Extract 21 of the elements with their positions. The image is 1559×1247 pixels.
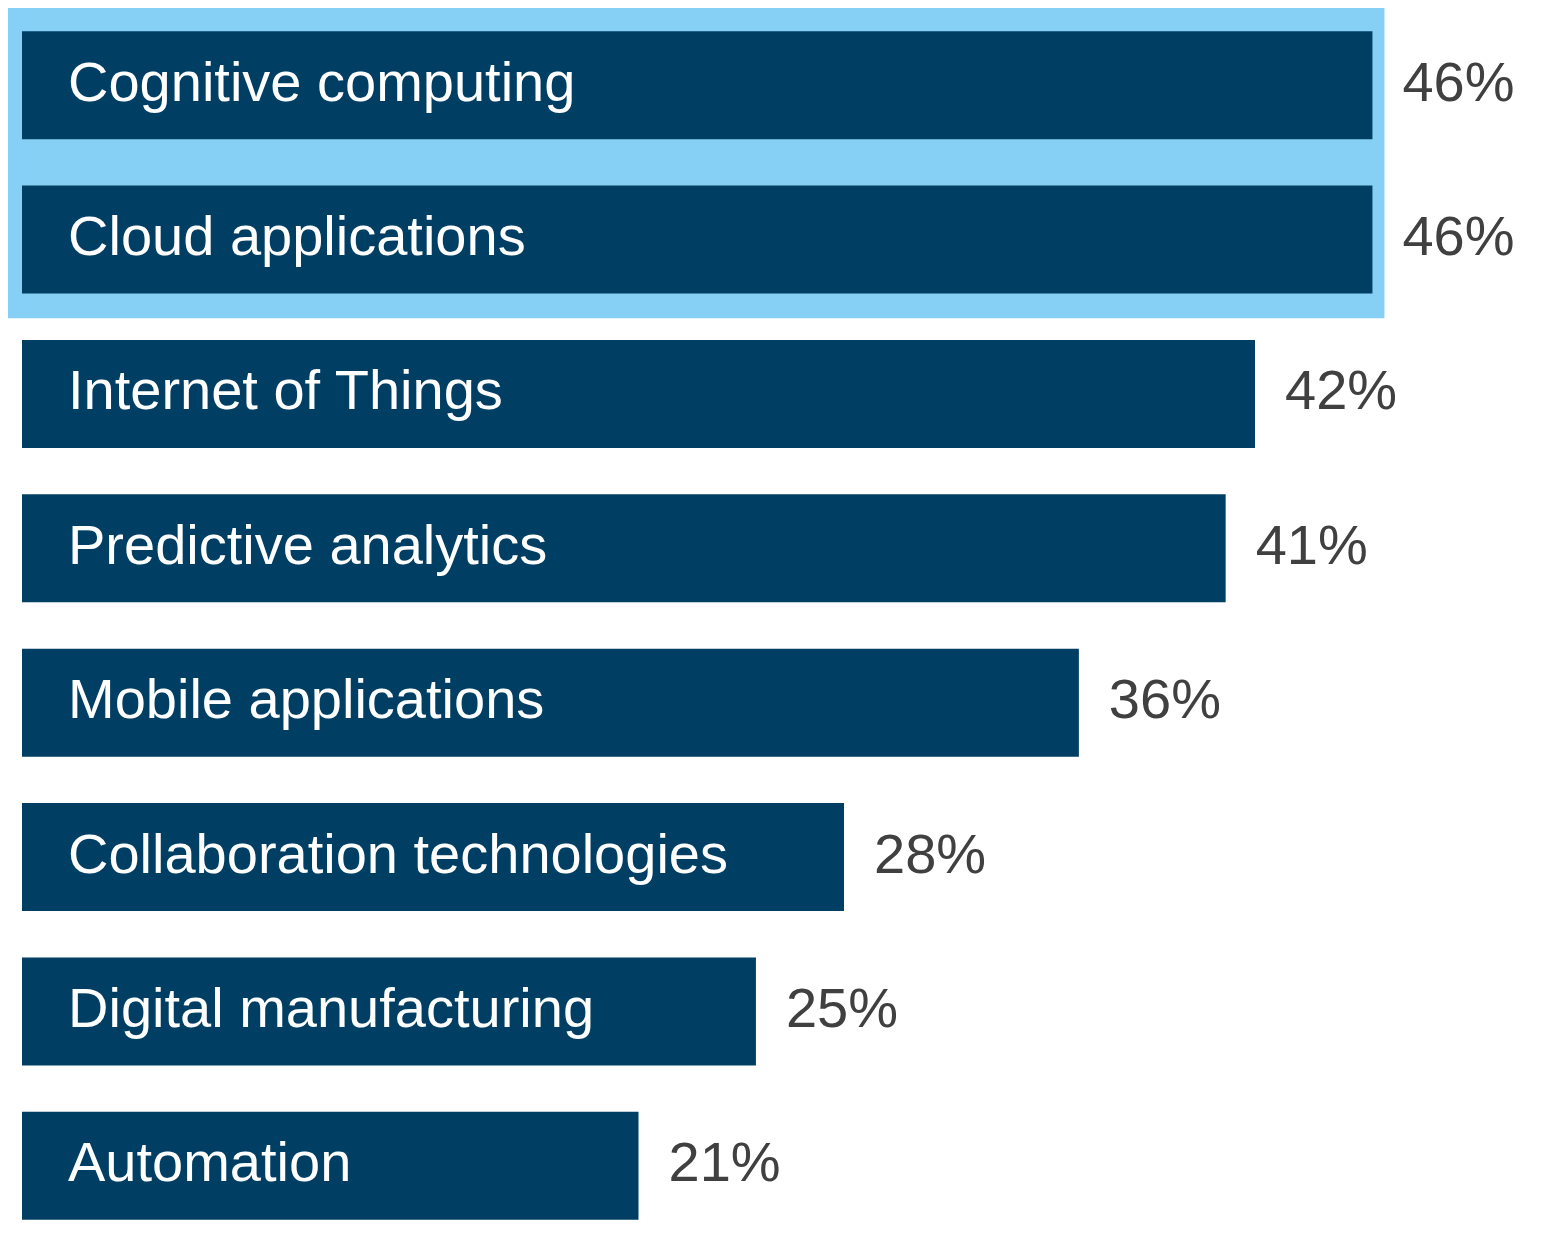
data-label: 42%	[1285, 358, 1398, 422]
data-label: 41%	[1255, 512, 1368, 576]
y-tick-label: Predictive analytics	[68, 512, 548, 576]
bar	[22, 494, 1226, 603]
bar	[22, 1111, 639, 1220]
data-label: 28%	[874, 821, 987, 885]
bar	[22, 339, 1256, 448]
bar	[22, 957, 756, 1066]
y-tick-label: Cognitive computing	[68, 49, 576, 113]
data-label: 46%	[1402, 49, 1515, 113]
data-label: 46%	[1402, 204, 1515, 267]
y-tick-label: Cloud applications	[68, 204, 526, 267]
y-tick-label: Digital manufacturing	[68, 975, 595, 1039]
data-label: 25%	[785, 975, 899, 1039]
y-tick-label: Automation	[68, 1130, 352, 1194]
y-tick-label: Collaboration technologies	[68, 821, 728, 885]
y-tick-label: Mobile applications	[68, 667, 545, 731]
y-tick-label: Internet of Things	[68, 358, 503, 422]
data-label: 36%	[1108, 667, 1221, 731]
data-label: 21%	[668, 1130, 781, 1194]
bar	[22, 648, 1079, 757]
